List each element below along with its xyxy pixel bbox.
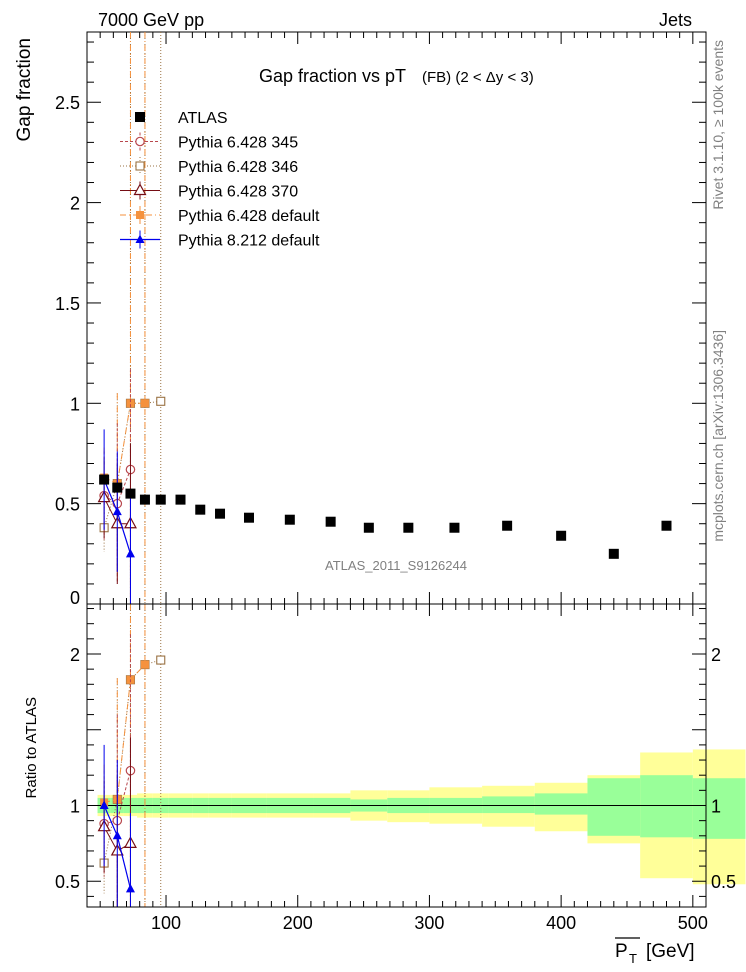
- legend-p346-marker: [135, 161, 145, 171]
- main-atlas-marker: [449, 522, 460, 533]
- ratio-p346-marker: [156, 655, 166, 665]
- ratio-p345-line: [104, 770, 131, 825]
- main-atlas-marker: [403, 522, 414, 533]
- main-p346-line: [103, 400, 161, 528]
- ratio-p8-marker: [99, 800, 109, 809]
- main-atlas-marker: [556, 530, 567, 541]
- rivet-label: Rivet 3.1.10, ≥ 100k events: [710, 40, 726, 210]
- main-atlas-marker: [284, 514, 295, 525]
- main-atlas-marker: [363, 522, 374, 533]
- main-p346-marker: [156, 396, 166, 406]
- legend-p370-label: Pythia 6.428 370: [178, 184, 298, 201]
- main-atlas-marker: [661, 520, 672, 531]
- ratio-y-tick-label-right: 1: [711, 796, 721, 816]
- legend-atlas-marker: [135, 112, 145, 122]
- mcplots-label: mcplots.cern.ch [arXiv:1306.3436]: [710, 330, 726, 542]
- x-axis-label-sub: T: [629, 951, 637, 966]
- ratio-band-inner: [692, 778, 746, 839]
- ratio-band-inner: [534, 793, 588, 815]
- ratio-band-inner: [482, 796, 535, 814]
- ratio-p8-marker: [125, 883, 135, 893]
- watermark: ATLAS_2011_S9126244: [325, 558, 467, 573]
- main-p8-marker: [125, 548, 135, 558]
- legend-atlas-label: ATLAS: [178, 110, 228, 127]
- ratio-y-axis-label: Ratio to ATLAS: [23, 697, 40, 798]
- legend-p8-label: Pythia 8.212 default: [178, 233, 320, 250]
- x-axis-label-pt: P: [615, 941, 628, 962]
- x-tick-label: 500: [678, 913, 708, 933]
- main-p8-marker: [112, 506, 122, 516]
- ratio-pdef-line: [104, 664, 146, 803]
- legend-p345-label: Pythia 6.428 345: [178, 135, 298, 152]
- ratio-plot-bg: [87, 604, 706, 907]
- main-y-tick-label: 1.5: [55, 294, 80, 314]
- ratio-plot-frame: [86, 603, 707, 908]
- main-y-tick-label: 0.5: [55, 495, 80, 515]
- main-pdef-line: [103, 402, 145, 485]
- main-chart-title: Gap fraction vs pT: [259, 66, 406, 86]
- x-tick-label: 100: [151, 913, 181, 933]
- main-pdef-marker: [140, 399, 149, 408]
- main-atlas-marker: [125, 488, 136, 499]
- main-atlas-marker: [502, 520, 513, 531]
- main-pdef-marker: [126, 399, 135, 408]
- main-atlas-marker: [325, 516, 336, 527]
- ratio-series-group: [97, 604, 166, 907]
- x-tick-label: 400: [546, 913, 576, 933]
- legend-pdef-label: Pythia 6.428 default: [178, 208, 320, 225]
- legend-pdef-marker: [136, 211, 144, 219]
- ratio-y-tick-label-left: 0.5: [55, 872, 80, 892]
- main-plot-frame: [86, 31, 707, 605]
- main-atlas-marker: [608, 548, 619, 559]
- process-label: Jets: [659, 10, 692, 30]
- main-atlas-marker: [215, 508, 226, 519]
- ratio-p8-marker: [112, 830, 122, 840]
- main-series-group: [97, 32, 672, 604]
- legend-p370-marker: [133, 183, 147, 196]
- main-y-tick-label: 1: [70, 394, 80, 414]
- main-y-tick-label: 0: [70, 588, 80, 608]
- legend-p345-marker: [135, 136, 145, 147]
- main-y-tick-label: 2.5: [55, 93, 80, 113]
- main-atlas-marker: [99, 474, 110, 485]
- legend-p346-label: Pythia 6.428 346: [178, 159, 298, 176]
- main-atlas-marker: [155, 494, 166, 505]
- x-tick-label: 200: [283, 913, 313, 933]
- main-chart-subtitle: (FB) (2 < Δy < 3): [422, 69, 534, 86]
- ratio-y-tick-label-left: 1: [70, 796, 80, 816]
- ratio-y-tick-label-left: 2: [70, 645, 80, 665]
- ratio-plot-panel: 0.5 0.5 1 1 2 2 100 200 300 400 500: [55, 603, 746, 933]
- ratio-pdef-marker: [140, 660, 149, 669]
- ratio-y-tick-label-right: 0.5: [711, 872, 736, 892]
- main-y-tick-label: 2: [70, 194, 80, 214]
- ratio-y-tick-label-right: 2: [711, 645, 721, 665]
- main-plot-panel: 0 0.5 1 1.5 2 2.5 ATLAS Pythia 6.428 345 Pythia …: [55, 31, 707, 608]
- main-atlas-marker: [112, 482, 123, 493]
- legend-p8-marker: [135, 234, 145, 243]
- energy-label: 7000 GeV pp: [98, 10, 204, 30]
- x-tick-label: 300: [414, 913, 444, 933]
- main-atlas-marker: [139, 494, 150, 505]
- main-y-axis-label: Gap fraction: [14, 38, 35, 142]
- main-atlas-marker: [175, 494, 186, 505]
- main-atlas-marker: [243, 512, 254, 523]
- main-atlas-marker: [195, 504, 206, 515]
- x-axis-label-unit: [GeV]: [646, 941, 695, 962]
- ratio-band-inner: [640, 775, 693, 838]
- ratio-band-inner: [587, 778, 641, 836]
